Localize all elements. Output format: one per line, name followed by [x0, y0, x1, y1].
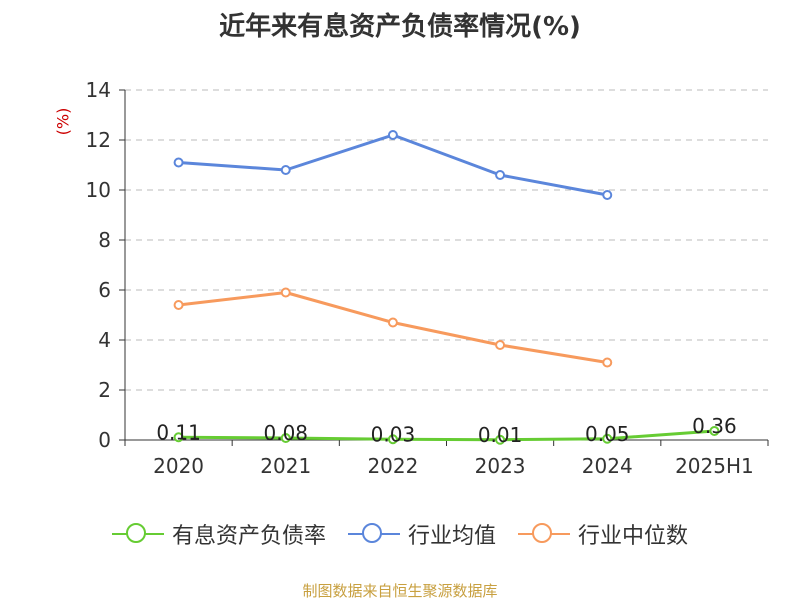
series-line [178, 429, 715, 442]
x-tick-label: 2020 [153, 454, 204, 478]
legend-circle-icon [347, 522, 400, 546]
data-point [709, 426, 720, 436]
data-point [495, 434, 506, 445]
legend-item-series-2[interactable]: 行业均值 [347, 518, 496, 550]
data-point [495, 170, 506, 180]
y-tick-label: 14 [86, 78, 111, 102]
data-point [602, 433, 613, 444]
data-point [387, 317, 398, 328]
data-label: 0.11 [156, 420, 201, 444]
data-label: 0.36 [692, 414, 737, 438]
legend-label: 有息资产负债率 [171, 524, 326, 549]
series-line [178, 133, 608, 197]
chart-title: 近年来有息资产负债率情况(%) [219, 12, 581, 42]
legend-label: 行业均值 [407, 524, 496, 549]
chart-legend: 有息资产负债率 行业均值 行业中位数 [0, 518, 800, 550]
data-point [280, 287, 291, 298]
source-note: 制图数据来自恒生聚源数据库 [302, 582, 498, 600]
data-point [173, 300, 184, 310]
data-point [173, 432, 184, 443]
legend-circle-icon [518, 522, 570, 546]
x-tick-label: 2022 [367, 454, 418, 478]
y-tick-label: 2 [98, 378, 111, 402]
legend-item-series-1[interactable]: 有息资产负债率 [111, 518, 326, 550]
y-tick-label: 0 [98, 428, 111, 452]
x-tick-label: 2024 [582, 454, 633, 478]
y-tick-label: 6 [98, 278, 111, 302]
x-tick-label: 2021 [260, 454, 311, 478]
data-point [602, 190, 613, 200]
x-tick-label: 2023 [475, 454, 526, 478]
y-tick-label: 4 [98, 328, 111, 352]
y-tick-label: 8 [98, 228, 111, 252]
data-point [387, 130, 398, 140]
data-point [280, 433, 291, 443]
data-point [602, 357, 613, 368]
data-label: 0.01 [478, 423, 523, 447]
data-label: 0.03 [371, 422, 416, 446]
data-label: 0.08 [263, 421, 308, 445]
data-label: 0.05 [585, 422, 630, 446]
x-tick-label: 2025H1 [675, 454, 754, 478]
legend-circle-icon [111, 522, 164, 546]
data-point [280, 165, 291, 175]
data-point [173, 157, 184, 168]
legend-label: 行业中位数 [578, 524, 689, 549]
data-point [495, 340, 506, 350]
y-tick-label: 10 [86, 178, 111, 202]
y-tick-label: 12 [86, 128, 111, 152]
legend-item-series-3[interactable]: 行业中位数 [518, 518, 688, 550]
data-point [387, 434, 398, 445]
